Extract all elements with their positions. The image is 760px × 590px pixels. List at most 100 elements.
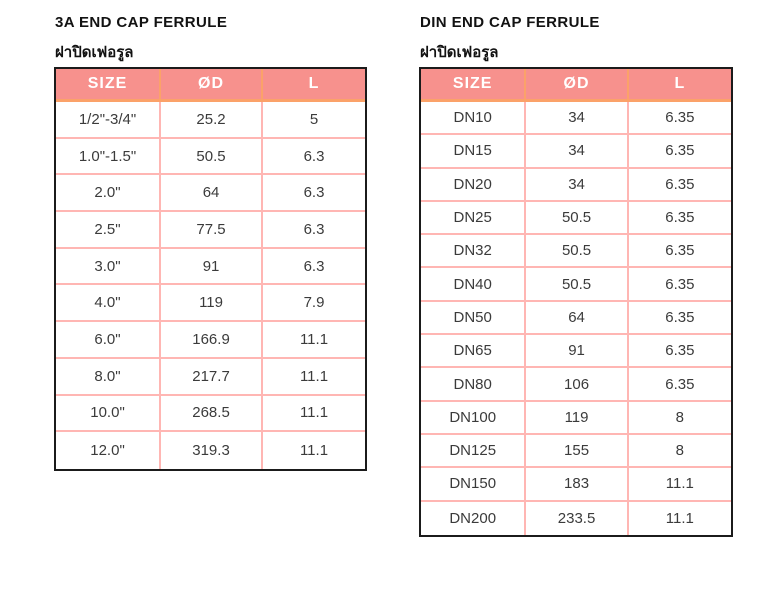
table-row: DN40 50.5 6.35 (421, 268, 731, 302)
table-row: 10.0" 268.5 11.1 (56, 395, 365, 433)
table-title-3a: 3A END CAP FERRULE (55, 14, 228, 31)
table-cell: 119 (526, 401, 629, 435)
table-cell: 233.5 (526, 501, 629, 535)
table-cell: DN100 (421, 401, 527, 435)
table-cell: 91 (161, 248, 264, 286)
table-row: DN15 34 6.35 (421, 135, 731, 169)
table-body-3a: 1/2"-3/4" 25.2 5 1.0"-1.5" 50.5 6.3 2.0" 64 6.3 2… (56, 102, 365, 469)
table-cell: DN65 (421, 335, 527, 369)
table-cell: 4.0" (56, 285, 162, 323)
table-cell: 3.0" (56, 248, 162, 286)
table-body-din: DN10 34 6.35 DN15 34 6.35 DN20 34 6.35 DN25 50.5 6.… (421, 102, 731, 535)
table-row: 8.0" 217.7 11.1 (56, 358, 365, 396)
table-cell: 166.9 (161, 322, 264, 359)
table-cell: 50.5 (526, 268, 629, 302)
table-row: DN32 50.5 6.35 (421, 235, 731, 269)
table-subtitle-thai-3a: ฝาปิดเฟอรูล (55, 44, 134, 61)
table-cell: 10.0" (56, 395, 162, 433)
table-cell: DN32 (421, 235, 527, 269)
table-title-din: DIN END CAP FERRULE (420, 14, 600, 31)
table-cell: 11.1 (628, 501, 731, 535)
table-row: DN100 119 8 (421, 401, 731, 435)
table-cell: 1.0"-1.5" (56, 138, 162, 176)
table-row: DN20 34 6.35 (421, 168, 731, 202)
table-cell: 6.0" (56, 322, 162, 359)
column-header-size: SIZE (56, 69, 162, 102)
spec-table-din: SIZE ØD L DN10 34 6.35 DN15 34 6.35 DN20 34 6.35… (419, 67, 733, 537)
table-cell: 6.35 (628, 268, 731, 302)
table-cell: 50.5 (161, 138, 264, 176)
header-row: SIZE ØD L (56, 69, 365, 102)
table-cell: 12.0" (56, 432, 162, 469)
table-cell: 50.5 (526, 235, 629, 269)
table-cell: DN20 (421, 168, 527, 202)
table-row: DN125 155 8 (421, 434, 731, 469)
panel-din-end-cap-ferrule: DIN END CAP FERRULE ฝาปิดเฟอรูล SIZE ØD … (419, 14, 733, 537)
table-cell: 6.3 (263, 175, 365, 213)
table-cell: DN50 (421, 301, 527, 336)
table-row: 6.0" 166.9 11.1 (56, 322, 365, 359)
spec-table-3a: SIZE ØD L 1/2"-3/4" 25.2 5 1.0"-1.5" 50.5 6.3… (54, 67, 367, 471)
table-cell: DN15 (421, 135, 527, 169)
table-cell: 8.0" (56, 358, 162, 396)
table-cell: 34 (526, 135, 629, 169)
table-row: 1.0"-1.5" 50.5 6.3 (56, 138, 365, 176)
table-cell: 64 (161, 175, 264, 213)
table-cell: 119 (161, 285, 264, 323)
table-cell: 11.1 (628, 468, 731, 502)
header-row: SIZE ØD L (421, 69, 731, 102)
table-subtitle-thai-din: ฝาปิดเฟอรูล (420, 44, 499, 61)
table-cell: DN25 (421, 201, 527, 236)
table-cell: 6.35 (628, 235, 731, 269)
table-cell: 77.5 (161, 212, 264, 249)
table-cell: 6.35 (628, 301, 731, 336)
table-cell: 11.1 (263, 432, 365, 469)
table-cell: 6.35 (628, 102, 731, 136)
table-cell: 7.9 (263, 285, 365, 323)
table-cell: 6.3 (263, 138, 365, 176)
table-cell: DN125 (421, 434, 527, 469)
table-row: 4.0" 119 7.9 (56, 285, 365, 323)
table-cell: 91 (526, 335, 629, 369)
table-cell: 6.35 (628, 135, 731, 169)
column-header-length: L (263, 69, 365, 102)
table-cell: 183 (526, 468, 629, 502)
table-cell: DN80 (421, 368, 527, 402)
table-row: 2.5" 77.5 6.3 (56, 212, 365, 249)
table-cell: 8 (628, 434, 731, 469)
table-cell: 6.3 (263, 248, 365, 286)
table-row: 12.0" 319.3 11.1 (56, 432, 365, 469)
table-cell: 2.5" (56, 212, 162, 249)
table-cell: DN150 (421, 468, 527, 502)
table-cell: 11.1 (263, 322, 365, 359)
table-row: DN50 64 6.35 (421, 301, 731, 336)
table-cell: 11.1 (263, 395, 365, 433)
table-row: DN200 233.5 11.1 (421, 501, 731, 535)
table-cell: 5 (263, 102, 365, 139)
table-cell: 1/2"-3/4" (56, 102, 162, 139)
column-header-diameter: ØD (526, 69, 629, 102)
table-cell: 268.5 (161, 395, 264, 433)
table-cell: 64 (526, 301, 629, 336)
table-cell: 34 (526, 102, 629, 136)
table-cell: 155 (526, 434, 629, 469)
column-header-length: L (628, 69, 731, 102)
table-cell: DN10 (421, 102, 527, 136)
table-cell: DN200 (421, 501, 527, 535)
table-cell: 34 (526, 168, 629, 202)
table-cell: 25.2 (161, 102, 264, 139)
table-cell: 6.3 (263, 212, 365, 249)
column-header-diameter: ØD (161, 69, 264, 102)
table-cell: 217.7 (161, 358, 264, 396)
table-cell: DN40 (421, 268, 527, 302)
table-cell: 50.5 (526, 201, 629, 236)
table-cell: 106 (526, 368, 629, 402)
table-row: 2.0" 64 6.3 (56, 175, 365, 213)
table-row: DN65 91 6.35 (421, 335, 731, 369)
table-cell: 6.35 (628, 168, 731, 202)
table-cell: 319.3 (161, 432, 264, 469)
table-row: DN80 106 6.35 (421, 368, 731, 402)
table-cell: 6.35 (628, 201, 731, 236)
table-cell: 2.0" (56, 175, 162, 213)
table-cell: 11.1 (263, 358, 365, 396)
